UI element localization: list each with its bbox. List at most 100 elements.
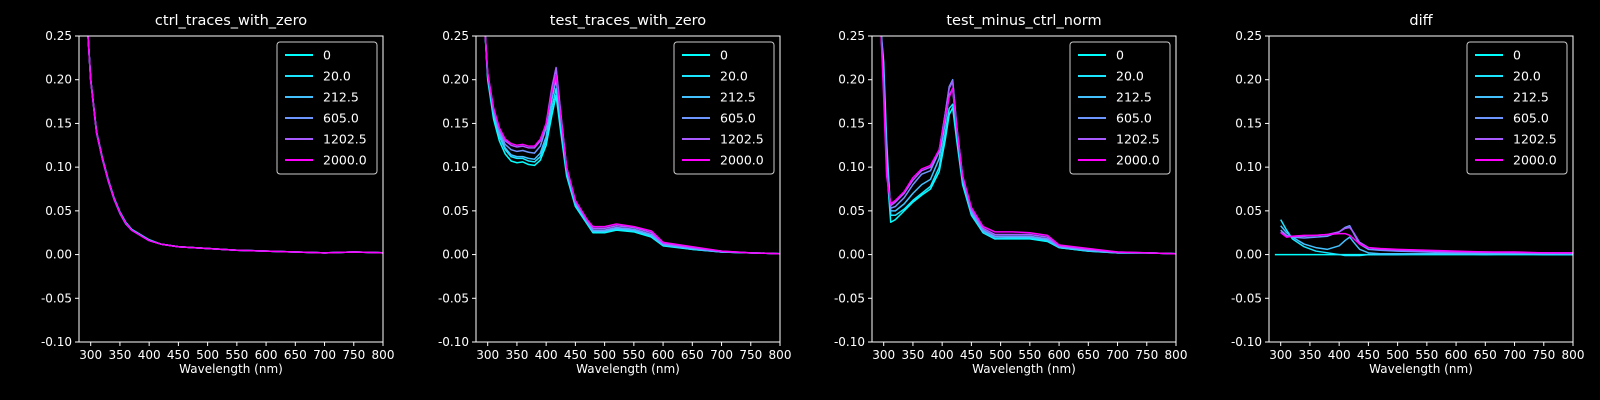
legend-label: 2000.0 [1116,153,1160,168]
legend-label: 2000.0 [323,153,367,168]
y-tick-label: -0.10 [438,335,469,349]
x-tick-label: 300 [476,348,499,362]
legend: 0 20.0 212.5 605.0 1202.5 2000.0 [276,41,378,175]
x-tick-label: 400 [931,348,954,362]
y-tick-label: 0.20 [1235,73,1262,87]
x-tick-label: 750 [1532,348,1555,362]
y-tick-label: 0.25 [442,29,469,43]
x-tick-label: 800 [372,348,395,362]
series-line [1280,232,1573,254]
x-tick-label: 800 [1165,348,1188,362]
legend-label: 0 [1116,48,1124,63]
legend-label: 1202.5 [1116,132,1160,147]
x-tick-label: 350 [108,348,131,362]
x-tick-label: 350 [901,348,924,362]
y-tick-label: 0.15 [45,116,72,130]
x-tick-label: 550 [622,348,645,362]
y-tick-label: -0.10 [41,335,72,349]
y-tick-label: 0.10 [442,160,469,174]
series-group [87,36,383,254]
x-tick-label: 700 [313,348,336,362]
axes-frame [475,35,781,343]
legend-label: 0 [323,48,331,63]
chart-title: test_minus_ctrl_norm [946,13,1101,29]
chart-title: ctrl_traces_with_zero [155,13,307,29]
legend-label: 20.0 [1116,69,1144,84]
x-tick-label: 800 [1562,348,1585,362]
x-tick-label: 450 [960,348,983,362]
y-tick-label: -0.10 [1231,335,1262,349]
x-tick-label: 450 [564,348,587,362]
y-tick-label: -0.05 [834,291,865,305]
legend-label: 0 [1513,48,1521,63]
x-tick-label: 650 [681,348,704,362]
x-tick-label: 450 [1357,348,1380,362]
x-tick-label: 300 [872,348,895,362]
series-line [87,36,383,254]
legend-label: 20.0 [323,69,351,84]
y-tick-label: -0.05 [1231,291,1262,305]
y-tick-label: 0.00 [45,248,72,262]
x-axis-label: Wavelength (nm) [972,362,1076,376]
legend-label: 1202.5 [1513,132,1557,147]
legend-label: 212.5 [323,90,359,105]
legend-label: 605.0 [1116,111,1152,126]
series-line [880,36,1176,255]
x-tick-label: 700 [1503,348,1526,362]
chart-panel: 300 350 400 450 500 550 600 650 700 750 800 -0.10 -0… [834,13,1188,376]
y-tick-label: 0.25 [838,29,865,43]
legend-label: 1202.5 [720,132,764,147]
legend-label: 605.0 [1513,111,1549,126]
legend-label: 212.5 [1513,90,1549,105]
x-tick-label: 550 [1018,348,1041,362]
y-tick-label: 0.05 [45,204,72,218]
x-tick-label: 700 [710,348,733,362]
legend: 0 20.0 212.5 605.0 1202.5 2000.0 [1466,41,1568,175]
x-tick-label: 650 [284,348,307,362]
x-tick-label: 600 [1445,348,1468,362]
x-tick-label: 750 [342,348,365,362]
legend-label: 20.0 [1513,69,1541,84]
chart-title: diff [1409,13,1433,29]
x-tick-label: 350 [505,348,528,362]
x-tick-label: 800 [769,348,792,362]
x-tick-label: 600 [652,348,675,362]
y-tick-label: 0.00 [442,248,469,262]
x-tick-label: 400 [535,348,558,362]
x-tick-label: 600 [255,348,278,362]
y-tick-label: -0.10 [834,335,865,349]
y-tick-label: 0.05 [442,204,469,218]
x-tick-label: 600 [1048,348,1071,362]
chart-panel: 300 350 400 450 500 550 600 650 700 750 800 -0.10 -0… [438,13,792,376]
x-tick-label: 750 [1135,348,1158,362]
x-axis-label: Wavelength (nm) [576,362,680,376]
legend-label: 20.0 [720,69,748,84]
y-tick-label: 0.10 [838,160,865,174]
series-line [484,36,780,255]
legend: 0 20.0 212.5 605.0 1202.5 2000.0 [673,41,775,175]
x-tick-label: 450 [167,348,190,362]
x-tick-label: 300 [1269,348,1292,362]
y-tick-label: 0.10 [1235,160,1262,174]
axes-frame [871,35,1177,343]
axes-frame [1268,35,1574,343]
legend-label: 2000.0 [1513,153,1557,168]
series-group [1274,219,1573,257]
x-axis-label: Wavelength (nm) [1369,362,1473,376]
y-tick-label: -0.05 [438,291,469,305]
y-tick-label: 0.15 [838,116,865,130]
x-tick-label: 650 [1474,348,1497,362]
legend-label: 212.5 [1116,90,1152,105]
y-tick-label: 0.10 [45,160,72,174]
y-tick-label: 0.25 [45,29,72,43]
x-tick-label: 550 [225,348,248,362]
legend-label: 605.0 [323,111,359,126]
x-tick-label: 550 [1415,348,1438,362]
y-tick-label: -0.05 [41,291,72,305]
legend-label: 1202.5 [323,132,367,147]
y-tick-label: 0.15 [442,116,469,130]
x-tick-label: 500 [196,348,219,362]
y-tick-label: 0.00 [838,248,865,262]
x-tick-label: 300 [79,348,102,362]
